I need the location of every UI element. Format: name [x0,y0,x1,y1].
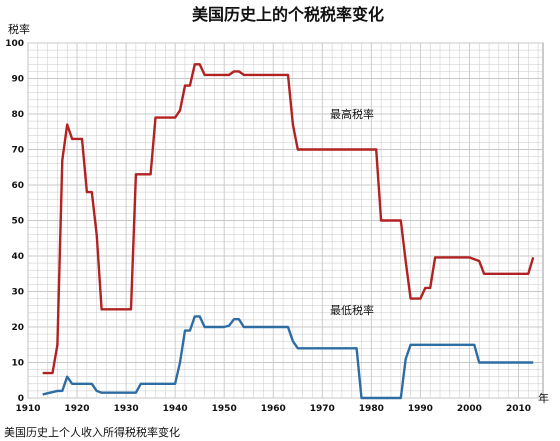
y-tick-label: 80 [11,110,24,120]
y-tick-label: 90 [11,75,24,85]
x-tick-label: 1950 [212,404,237,414]
x-tick-label: 2010 [506,404,531,414]
y-tick-label: 40 [11,252,24,262]
x-tick-label: 1980 [359,404,384,414]
x-tick-label: 1960 [261,404,286,414]
series-line-top-rate [42,63,535,375]
x-tick-label: 1920 [65,404,90,414]
y-tick-label: 0 [18,394,24,404]
y-tick-label: 70 [11,146,24,156]
x-tick-label: 1940 [163,404,188,414]
x-tick-label: 1990 [408,404,433,414]
series-layer [42,63,535,400]
x-tick-label: 1930 [114,404,139,414]
y-tick-label: 50 [11,217,24,227]
y-tick-label: 60 [11,181,24,191]
series-line-bottom-rate [42,315,534,400]
x-tick-label: 2000 [457,404,482,414]
tick-labels: 1910 1920 1930 1940 1950 1960 1970 1980 1990 2000… [5,39,531,414]
chart-caption: 美国历史上个人收入所得税税率变化 [4,425,180,439]
y-tick-label: 30 [11,288,24,298]
y-tick-label: 20 [11,323,24,333]
y-axis-label: 税率 [8,22,30,36]
plot-grid [27,42,544,399]
x-axis-label: 年 [538,391,549,405]
x-tick-label: 1970 [310,404,335,414]
chart-title: 美国历史上的个税税率变化 [192,5,384,24]
x-tick-label: 1910 [15,404,40,414]
series-label-bottom-rate: 最低税率 [330,303,374,317]
y-tick-label: 100 [5,39,24,49]
series-label-top-rate: 最高税率 [330,107,374,121]
y-tick-label: 10 [11,359,24,369]
